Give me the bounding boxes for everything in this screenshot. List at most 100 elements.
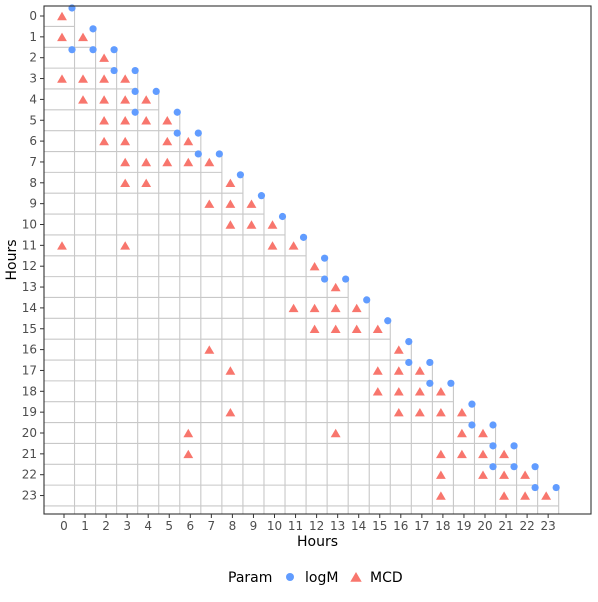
- x-tick-label: 15: [372, 519, 387, 533]
- point-mcd: [436, 470, 446, 479]
- point-mcd: [436, 449, 446, 459]
- point-mcd: [372, 366, 383, 375]
- point-mcd: [120, 136, 131, 146]
- point-mcd: [204, 345, 215, 354]
- x-tick-label: 16: [393, 519, 408, 533]
- y-tick-label: 21: [22, 447, 37, 461]
- x-tick-label: 18: [435, 519, 450, 533]
- point-logm: [426, 358, 434, 367]
- point-mcd: [436, 387, 446, 396]
- point-mcd: [57, 241, 67, 250]
- point-logm: [405, 338, 413, 346]
- point-logm: [131, 87, 139, 95]
- point-mcd: [120, 95, 131, 104]
- point-logm: [489, 421, 497, 429]
- point-mcd: [309, 303, 320, 313]
- legend-label-logm: logM: [305, 570, 338, 586]
- y-tick-label: 17: [22, 363, 37, 377]
- point-mcd: [99, 74, 109, 83]
- point-mcd: [225, 220, 236, 229]
- point-mcd: [330, 303, 341, 313]
- point-mcd: [57, 74, 67, 83]
- point-mcd: [99, 116, 109, 125]
- y-tick-label: 19: [22, 405, 37, 419]
- x-tick-label: 4: [144, 519, 152, 533]
- point-logm: [131, 66, 139, 75]
- y-tick-label: 6: [29, 134, 37, 148]
- point-logm: [468, 400, 476, 408]
- point-mcd: [457, 428, 467, 438]
- y-tick-label: 12: [22, 259, 37, 273]
- point-mcd: [225, 178, 236, 187]
- point-mcd: [499, 449, 509, 459]
- point-mcd: [246, 220, 257, 229]
- point-mcd: [520, 491, 530, 500]
- point-mcd: [457, 408, 467, 417]
- x-tick-label: 2: [102, 519, 110, 533]
- point-mcd: [225, 366, 236, 375]
- point-logm: [468, 421, 476, 429]
- point-mcd: [162, 136, 173, 146]
- x-tick-label: 12: [309, 519, 324, 533]
- point-mcd: [183, 136, 194, 146]
- x-tick-label: 14: [351, 519, 366, 533]
- point-mcd: [120, 74, 131, 83]
- legend: Param logM MCD: [228, 570, 403, 586]
- point-mcd: [414, 387, 425, 396]
- point-mcd: [309, 262, 320, 271]
- x-tick-label: 13: [330, 519, 345, 533]
- point-mcd: [78, 95, 88, 104]
- point-logm: [384, 317, 392, 325]
- point-mcd: [288, 303, 299, 313]
- point-logm: [194, 150, 202, 158]
- point-logm: [321, 275, 329, 283]
- point-logm: [68, 46, 76, 54]
- point-logm: [363, 296, 371, 304]
- point-mcd: [393, 387, 404, 396]
- y-tick-label: 9: [29, 197, 37, 211]
- point-logm: [510, 442, 518, 450]
- point-logm: [531, 483, 539, 492]
- point-logm: [257, 192, 266, 200]
- y-tick-label: 1: [29, 30, 37, 44]
- y-tick-label: 8: [29, 176, 37, 190]
- y-tick-label: 23: [22, 489, 37, 503]
- ticks-layer: 0 1 2 3 4 5 6 7 8 9 10 11 12 13 14 15 16 17 18 19 20 21 22 2301…: [22, 9, 556, 533]
- x-tick-label: 3: [123, 519, 131, 533]
- grid-layer: [44, 5, 560, 514]
- x-tick-label: 11: [288, 519, 303, 533]
- point-mcd: [351, 303, 362, 313]
- point-mcd: [183, 428, 194, 438]
- point-mcd: [57, 11, 67, 21]
- point-mcd: [414, 408, 425, 417]
- point-mcd: [78, 74, 88, 83]
- legend-label-mcd: MCD: [370, 570, 403, 586]
- point-logm: [131, 108, 139, 116]
- x-tick-label: 0: [60, 519, 68, 533]
- y-tick-label: 13: [22, 280, 37, 294]
- point-logm: [531, 463, 539, 471]
- x-tick-label: 10: [267, 519, 282, 533]
- point-mcd: [141, 95, 152, 104]
- point-mcd: [246, 199, 257, 208]
- x-tick-label: 8: [229, 519, 237, 533]
- point-mcd: [436, 408, 446, 417]
- point-logm: [173, 129, 181, 137]
- y-tick-label: 4: [29, 92, 37, 106]
- point-mcd: [204, 199, 215, 208]
- y-tick-label: 16: [22, 343, 37, 357]
- point-logm: [321, 254, 329, 262]
- point-mcd: [499, 470, 509, 479]
- point-mcd: [204, 157, 215, 167]
- point-logm: [194, 129, 202, 137]
- point-logm: [236, 171, 244, 179]
- x-tick-label: 5: [165, 519, 173, 533]
- point-logm: [110, 46, 118, 54]
- point-logm: [405, 358, 413, 367]
- point-mcd: [99, 136, 109, 146]
- point-logm: [152, 87, 160, 95]
- y-tick-label: 10: [22, 218, 37, 232]
- point-mcd: [99, 53, 109, 62]
- legend-title: Param: [228, 570, 272, 586]
- point-mcd: [225, 199, 236, 208]
